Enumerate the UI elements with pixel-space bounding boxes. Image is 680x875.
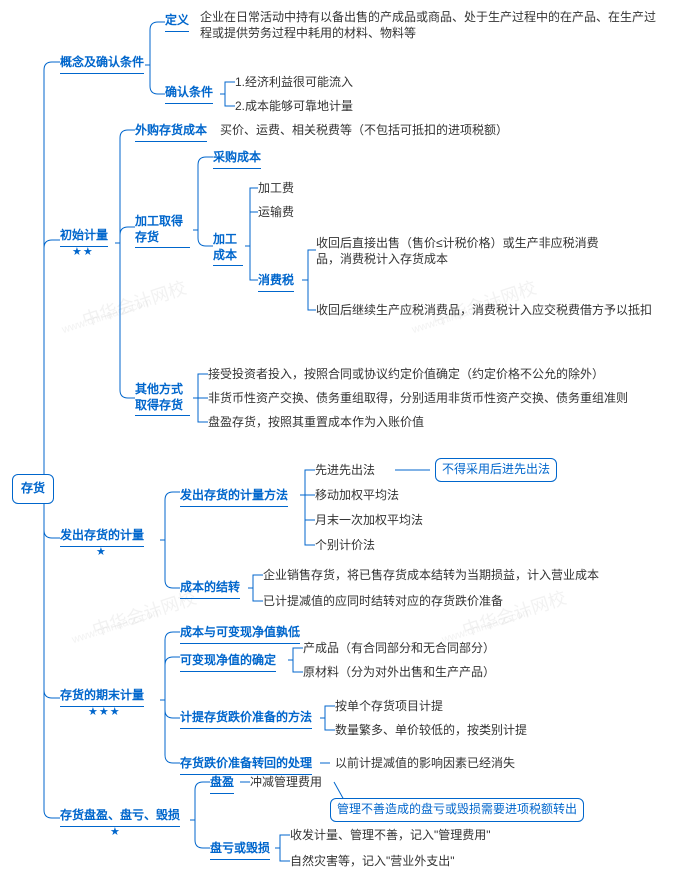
text-reversal: 以前计提减值的影响因素已经消失 <box>335 756 515 772</box>
node-confirm: 确认条件 <box>165 85 213 104</box>
text-gain: 冲减管理费用 <box>250 775 322 791</box>
node-purchased: 外购存货成本 <box>135 123 207 142</box>
text-monthend: 月末一次加权平均法 <box>315 513 423 529</box>
note-fifo: 不得采用后进先出法 <box>435 458 557 482</box>
text-loss1: 收发计量、管理不善，记入"管理费用" <box>290 828 491 844</box>
text-purchased: 买价、运费、相关税费等（不包括可抵扣的进项税额） <box>220 123 508 139</box>
stars-initial: ★★ <box>72 245 94 259</box>
branch-concept: 概念及确认条件 <box>60 55 144 74</box>
node-reversal: 存货跌价准备转回的处理 <box>180 756 312 775</box>
node-definition: 定义 <box>165 13 189 32</box>
text-definition: 企业在日常活动中持有以备出售的产成品或商品、处于生产过程中的在产品、在生产过程或… <box>200 10 660 41</box>
node-loss: 盘亏或毁损 <box>210 841 270 860</box>
node-gain: 盘盈 <box>210 775 234 794</box>
note-loss: 管理不善造成的盘亏或毁损需要进项税额转出 <box>330 798 584 822</box>
stars-gainloss: ★ <box>110 825 121 839</box>
text-carry1: 企业销售存货，将已售存货成本结转为当期损益，计入营业成本 <box>263 568 599 584</box>
text-loss2: 自然灾害等，记入"营业外支出" <box>290 854 455 870</box>
text-specific: 个别计价法 <box>315 538 375 554</box>
branch-periodend: 存货的期末计量 <box>60 688 144 707</box>
node-lcn: 成本与可变现净值孰低 <box>180 625 300 644</box>
watermark-url: www.chinaacc.com <box>60 296 153 336</box>
root-node: 存货 <box>12 474 54 504</box>
branch-initial: 初始计量 <box>60 228 108 247</box>
branch-outgoing: 发出存货的计量 <box>60 528 144 547</box>
node-other: 其他方式取得存货 <box>135 382 190 416</box>
text-other1: 接受投资者投入，按照合同或协议约定价值确定（约定价格不公允的除外） <box>208 367 604 383</box>
node-method: 发出存货的计量方法 <box>180 488 288 507</box>
text-confirm1: 1.经济利益很可能流入 <box>235 75 353 91</box>
text-prov2: 数量繁多、单价较低的，按类别计提 <box>335 723 527 739</box>
text-fee: 加工费 <box>258 181 294 197</box>
text-other3: 盘盈存货，按照其重置成本作为入账价值 <box>208 415 424 431</box>
text-ctax1: 收回后直接出售（售价≤计税价格）或生产非应税消费品，消费税计入存货成本 <box>316 236 616 267</box>
node-process-cost: 加工成本 <box>213 232 243 266</box>
text-carry2: 已计提减值的应同时结转对应的存货跌价准备 <box>263 594 503 610</box>
watermark-text: 中华会计网校 <box>459 584 570 642</box>
text-fifo: 先进先出法 <box>315 463 375 479</box>
node-provision: 计提存货跌价准备的方法 <box>180 710 312 729</box>
node-carryover: 成本的结转 <box>180 580 240 599</box>
mindmap-container: 中华会计网校 www.chinaacc.com 中华会计网校 www.china… <box>0 0 680 875</box>
text-confirm2: 2.成本能够可靠地计量 <box>235 99 353 115</box>
text-moving: 移动加权平均法 <box>315 488 399 504</box>
text-prov1: 按单个存货项目计提 <box>335 699 443 715</box>
stars-periodend: ★★★ <box>88 705 121 719</box>
node-purchase-cost: 采购成本 <box>213 150 261 169</box>
text-transport: 运输费 <box>258 205 294 221</box>
text-other2: 非货币性资产交换、债务重组取得，分别适用非货币性资产交换、债务重组准则 <box>208 391 628 407</box>
text-nrv1: 产成品（有合同部分和无合同部分） <box>303 641 495 657</box>
watermark-text: 中华会计网校 <box>79 274 190 332</box>
text-ctax2: 收回后继续生产应税消费品，消费税计入应交税费借方予以抵扣 <box>316 303 656 319</box>
branch-gainloss: 存货盘盈、盘亏、毁损 <box>60 808 180 827</box>
text-nrv2: 原材料（分为对外出售和生产产品） <box>303 665 495 681</box>
node-processing: 加工取得存货 <box>135 214 190 248</box>
stars-outgoing: ★ <box>96 545 107 559</box>
node-consumption-tax: 消费税 <box>258 273 294 292</box>
watermark-url: www.chinaacc.com <box>70 606 163 646</box>
node-nrv: 可变现净值的确定 <box>180 653 276 672</box>
